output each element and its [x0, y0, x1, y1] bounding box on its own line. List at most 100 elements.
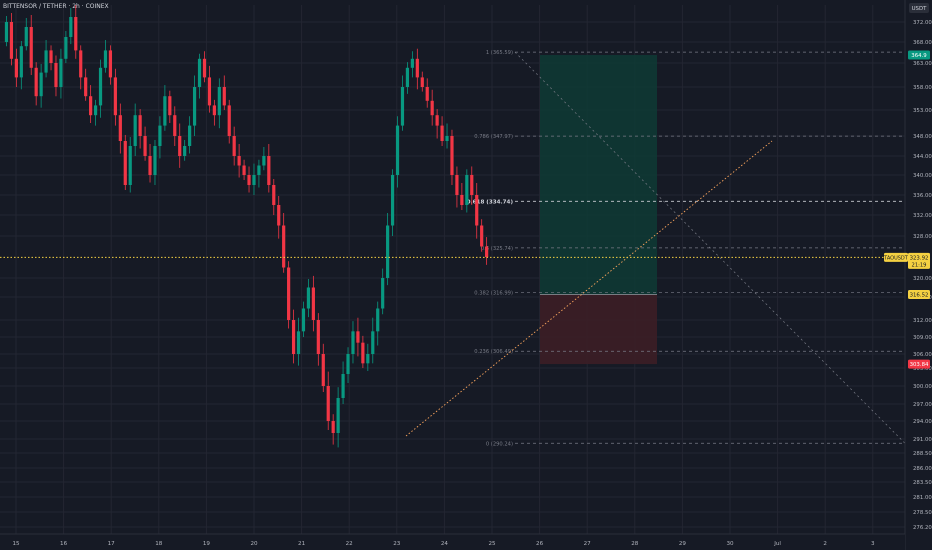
- currency-button-label: USDT: [912, 6, 928, 12]
- candle-body: [24, 27, 28, 47]
- candle-body: [84, 77, 88, 97]
- candle-body: [173, 115, 177, 136]
- time-tick-label: 26: [536, 541, 544, 547]
- candle-body: [430, 100, 434, 116]
- candle-body: [158, 125, 162, 146]
- candle-body: [103, 50, 108, 68]
- candle-body: [168, 96, 172, 116]
- candle-body: [450, 136, 454, 175]
- candle-body: [4, 22, 9, 42]
- price-tick-label: 344.00: [913, 154, 932, 160]
- candle-body: [128, 146, 132, 185]
- price-tick-label: 348.00: [913, 134, 932, 140]
- candle-body: [470, 175, 474, 195]
- time-tick-label: 24: [441, 541, 449, 547]
- candle-body: [371, 331, 375, 354]
- fib-level-label: 0.236 (306.49): [474, 349, 513, 355]
- price-tick-label: 363.00: [913, 61, 932, 67]
- time-tick-label: 30: [726, 541, 734, 547]
- chart-grid: [0, 5, 905, 534]
- candle-body: [123, 141, 127, 185]
- candle-body: [405, 67, 410, 87]
- current-price-badge-bg: [908, 252, 930, 269]
- price-tick-label: 291.00: [913, 437, 932, 443]
- candle-body: [44, 50, 48, 73]
- candle-body: [69, 17, 73, 37]
- time-tick-label: 19: [203, 541, 211, 547]
- candle-body: [29, 27, 33, 68]
- candle-body: [425, 87, 429, 101]
- support-trend-line: [405, 140, 773, 437]
- candle-body: [197, 58, 202, 87]
- candle-body: [267, 156, 271, 185]
- candle-body: [118, 115, 122, 141]
- entry-price-badge-bg: [908, 290, 930, 300]
- candle-body: [301, 308, 306, 332]
- candle-body: [331, 421, 335, 433]
- candle-body: [133, 115, 137, 146]
- trend-lines[interactable]: [405, 140, 773, 437]
- candle-body: [415, 58, 419, 78]
- candle-body: [287, 267, 291, 320]
- candle-body: [178, 136, 182, 156]
- candle-body: [138, 115, 142, 136]
- fib-level-label: 0.786 (347.97): [474, 134, 513, 140]
- price-tick-label: 336.00: [913, 193, 932, 199]
- fib-level-label: 0 (290.24): [486, 441, 513, 447]
- candle-body: [54, 63, 58, 87]
- target-zone: [540, 55, 657, 295]
- candle-body: [351, 331, 355, 354]
- candle-body: [386, 225, 390, 278]
- candle-body: [34, 67, 38, 97]
- fib-diagonal-line: [514, 51, 906, 444]
- price-axis[interactable]: 372.00 368.00 363.00 358.00 353.00 348.00 344.…: [904, 0, 932, 550]
- candle-body: [207, 77, 212, 106]
- candle-body: [163, 96, 167, 126]
- candle-body: [39, 72, 43, 97]
- candle-body: [346, 354, 350, 374]
- stop-price-badge: 303.84: [910, 362, 929, 368]
- candle-body: [257, 165, 261, 175]
- candle-body: [440, 125, 444, 141]
- candle-body: [227, 105, 231, 136]
- price-tick-label: 297.00: [913, 402, 932, 408]
- candle-body: [108, 50, 113, 78]
- candle-body: [435, 115, 439, 126]
- candle-body: [79, 50, 83, 78]
- candle-body: [381, 278, 385, 309]
- candle-body: [64, 37, 68, 59]
- candle-body: [148, 156, 152, 175]
- time-tick-label: 25: [488, 541, 496, 547]
- candle-body: [153, 146, 157, 175]
- fibonacci-retracement[interactable]: 1 (365.59) 0.786 (347.97) 0.618 (334.74) 0.…: [467, 50, 906, 447]
- candle-body: [277, 205, 281, 226]
- price-tick-label: 276.20: [913, 525, 932, 531]
- price-tick-label: 306.00: [913, 352, 932, 358]
- stop-price-badge-bg: [908, 359, 930, 369]
- target-price-badge: 364.9: [911, 53, 927, 59]
- candle-body: [212, 105, 216, 116]
- fib-level-label: 0.618 (334.74): [467, 199, 514, 205]
- price-tick-label: 283.50: [913, 480, 932, 486]
- candle-body: [361, 342, 365, 364]
- time-tick-label: 3: [871, 541, 875, 547]
- price-tick-label: 278.50: [913, 510, 932, 516]
- currency-button[interactable]: [909, 3, 929, 13]
- candle-body: [262, 156, 266, 166]
- time-axis[interactable]: 15 16 17 18 19 20 21 22 23 24 25 26 27 28 29 30 Jul 2 3: [0, 533, 905, 550]
- fib-level-label: 0.382 (316.99): [474, 290, 513, 296]
- candle-body: [341, 374, 345, 398]
- candle-body: [366, 354, 370, 364]
- candle-body: [192, 87, 197, 126]
- price-tick-label: 300.00: [913, 384, 932, 390]
- time-tick-label: 29: [679, 541, 687, 547]
- candle-body: [202, 58, 207, 78]
- long-position-tool[interactable]: [540, 55, 657, 365]
- candle-body: [311, 287, 315, 320]
- candle-body: [237, 156, 241, 166]
- candle-body: [336, 398, 340, 433]
- price-tick-label: 288.50: [913, 451, 932, 457]
- candle-body: [113, 77, 117, 116]
- price-tick-label: 309.00: [913, 335, 932, 341]
